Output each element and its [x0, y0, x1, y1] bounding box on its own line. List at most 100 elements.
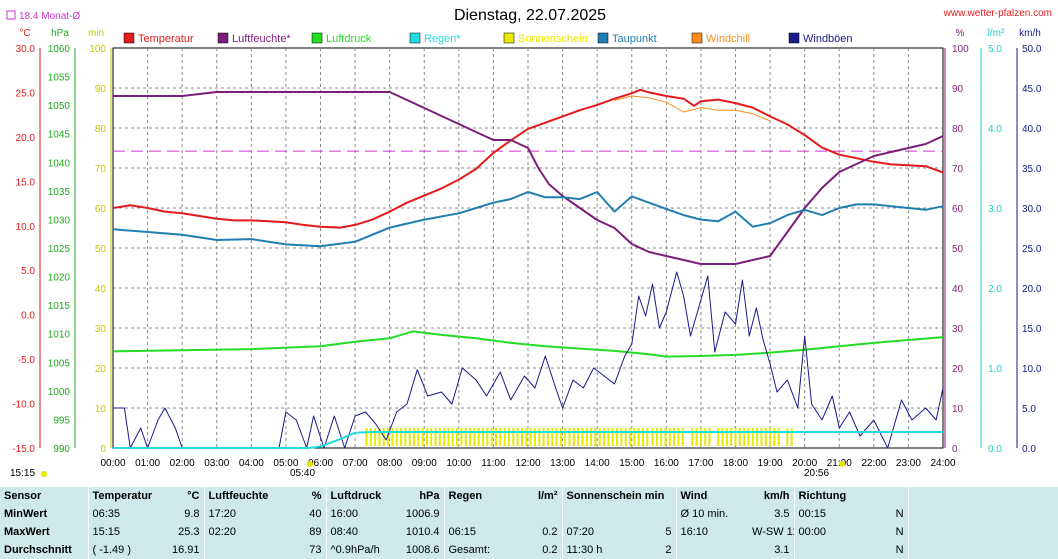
rain-tick-label: 2.0	[988, 284, 1002, 295]
temp-tick-label: 10.0	[16, 222, 36, 233]
x-tick-label: 16:00	[654, 458, 679, 469]
wind-tick-label: 35.0	[1022, 164, 1042, 175]
min-tick-label: 80	[95, 124, 107, 135]
legend-label: Sonnenschein	[518, 33, 588, 45]
temp-time: 06:35	[87, 505, 158, 523]
temp-time: 15:15	[87, 523, 158, 541]
x-tick-label: 24:00	[930, 458, 955, 469]
x-tick-label: 09:00	[412, 458, 437, 469]
press-tick-label: 1060	[48, 44, 71, 55]
press-tick-label: 1030	[48, 215, 71, 226]
chart-svg: 00:00 01:00 02:00 03:00 04:00 05:00 06:00 07:00…	[6, 7, 1052, 479]
press-tick-label: 1045	[48, 130, 71, 141]
hum-time: 02:20	[203, 523, 274, 541]
temp-time: ( -1.49 )	[87, 541, 158, 559]
min-tick-label: 60	[95, 204, 107, 215]
hum-value: 40	[309, 508, 322, 520]
x-tick-label: 19:00	[758, 458, 783, 469]
site-link[interactable]: www.wetter-pfalzen.com	[943, 8, 1052, 19]
min-tick-label: 50	[95, 244, 107, 255]
min-tick-label: 70	[95, 164, 107, 175]
pct-tick-label: 50	[952, 244, 964, 255]
legend-swatch	[691, 32, 703, 44]
hdr-hum-unit: %	[311, 490, 322, 502]
wind-tick-label: 25.0	[1022, 244, 1042, 255]
temp-tick-label: -5.0	[18, 355, 36, 366]
x-tick-label: 11:00	[481, 458, 506, 469]
legend-swatch	[409, 32, 421, 44]
sunset-time: 20:56	[804, 468, 829, 479]
wind-time: Ø 10 min.	[675, 505, 749, 523]
series-line-taupunkt	[112, 191, 944, 248]
legend-label: Luftdruck	[326, 33, 372, 45]
legend-label: Taupunkt	[612, 33, 657, 45]
wind-value: 3.1	[774, 544, 790, 556]
hdr-dir: Richtung	[793, 487, 875, 505]
wind-tick-label: 0.0	[1022, 444, 1036, 455]
rain-tick-label: 5.0	[988, 44, 1002, 55]
press-tick-label: 1020	[48, 273, 71, 284]
x-tick-label: 22:00	[861, 458, 886, 469]
dir-value: N	[895, 508, 904, 520]
stats-row-min: MinWert 06:35 9.8 17:20 40 16:00 1006.9 …	[0, 505, 1058, 523]
press-tick-label: 1055	[48, 73, 71, 84]
x-tick-label: 04:00	[239, 458, 264, 469]
hdr-wind: Wind	[675, 487, 749, 505]
wind-tick-label: 50.0	[1022, 44, 1042, 55]
row-label: MinWert	[4, 508, 48, 520]
min-axis-label: min	[88, 28, 104, 39]
series-line-luftdruck	[112, 330, 944, 358]
x-tick-label: 10:00	[446, 458, 471, 469]
hdr-press: Luftdruck	[325, 487, 396, 505]
x-tick-label: 03:00	[204, 458, 229, 469]
hdr-rain: Regen	[443, 487, 504, 505]
x-tick-label: 00:00	[100, 458, 125, 469]
x-tick-label: 14:00	[585, 458, 610, 469]
rain-tick-label: 0.0	[988, 444, 1002, 455]
press-tick-label: 1050	[48, 101, 71, 112]
rain-value	[504, 505, 562, 523]
chart-title: Dienstag, 22.07.2025	[454, 7, 606, 24]
x-tick-label: 20:00	[792, 458, 817, 469]
dir-time	[793, 541, 875, 559]
pct-tick-label: 100	[952, 44, 969, 55]
press-axis-label: hPa	[51, 28, 69, 39]
temp-tick-label: 0.0	[21, 311, 35, 322]
hum-time: 17:20	[203, 505, 274, 523]
temp-tick-label: 5.0	[21, 266, 35, 277]
hdr-press-unit: hPa	[419, 490, 440, 502]
wind-tick-label: 5.0	[1022, 404, 1036, 415]
wind-tick-label: 15.0	[1022, 324, 1042, 335]
axes: 00:00 01:00 02:00 03:00 04:00 05:00 06:00 07:00…	[12, 28, 1042, 469]
legend-label: Luftfeuchte*	[232, 33, 291, 45]
temp-tick-label: 25.0	[16, 88, 36, 99]
sun-value: 5	[665, 526, 672, 538]
sun-value: 2	[665, 544, 672, 556]
wind-tick-label: 40.0	[1022, 124, 1042, 135]
rain-tick-label: 4.0	[988, 124, 1002, 135]
dir-time: 00:15	[793, 505, 875, 523]
hdr-sensor: Sensor	[4, 490, 42, 502]
month-avg-label: 18.4 Monat-Ø	[19, 11, 80, 22]
press-tick-label: 1000	[48, 387, 71, 398]
rain-time	[443, 505, 504, 523]
temp-tick-label: 15.0	[16, 177, 36, 188]
dir-value: N	[895, 526, 904, 538]
sun-time: 07:20	[561, 523, 626, 541]
wind-time: 16:10	[675, 523, 749, 541]
rain-time: Gesamt:	[443, 541, 504, 559]
press-tick-label: 1040	[48, 158, 71, 169]
legend-swatch	[311, 32, 323, 44]
legend: Temperatur Luftfeuchte* Luftdruck Regen* Son…	[123, 32, 853, 45]
temp-axis-label: °C	[19, 28, 30, 39]
hdr-rain-unit: l/m²	[537, 490, 558, 502]
stats-table: Sensor Temperatur °C Luftfeuchte % Luftd…	[0, 487, 1058, 559]
hum-value: 89	[309, 526, 322, 538]
press-time: 08:40	[325, 523, 396, 541]
legend-swatch	[217, 32, 229, 44]
wind-time	[675, 541, 749, 559]
hdr-temp: Temperatur	[87, 487, 158, 505]
stats-row-avg: Durchschnitt ( -1.49 ) 16.91 73 ^0.9hPa/…	[0, 541, 1058, 559]
press-tick-label: 1010	[48, 330, 71, 341]
wind-tick-label: 10.0	[1022, 364, 1042, 375]
